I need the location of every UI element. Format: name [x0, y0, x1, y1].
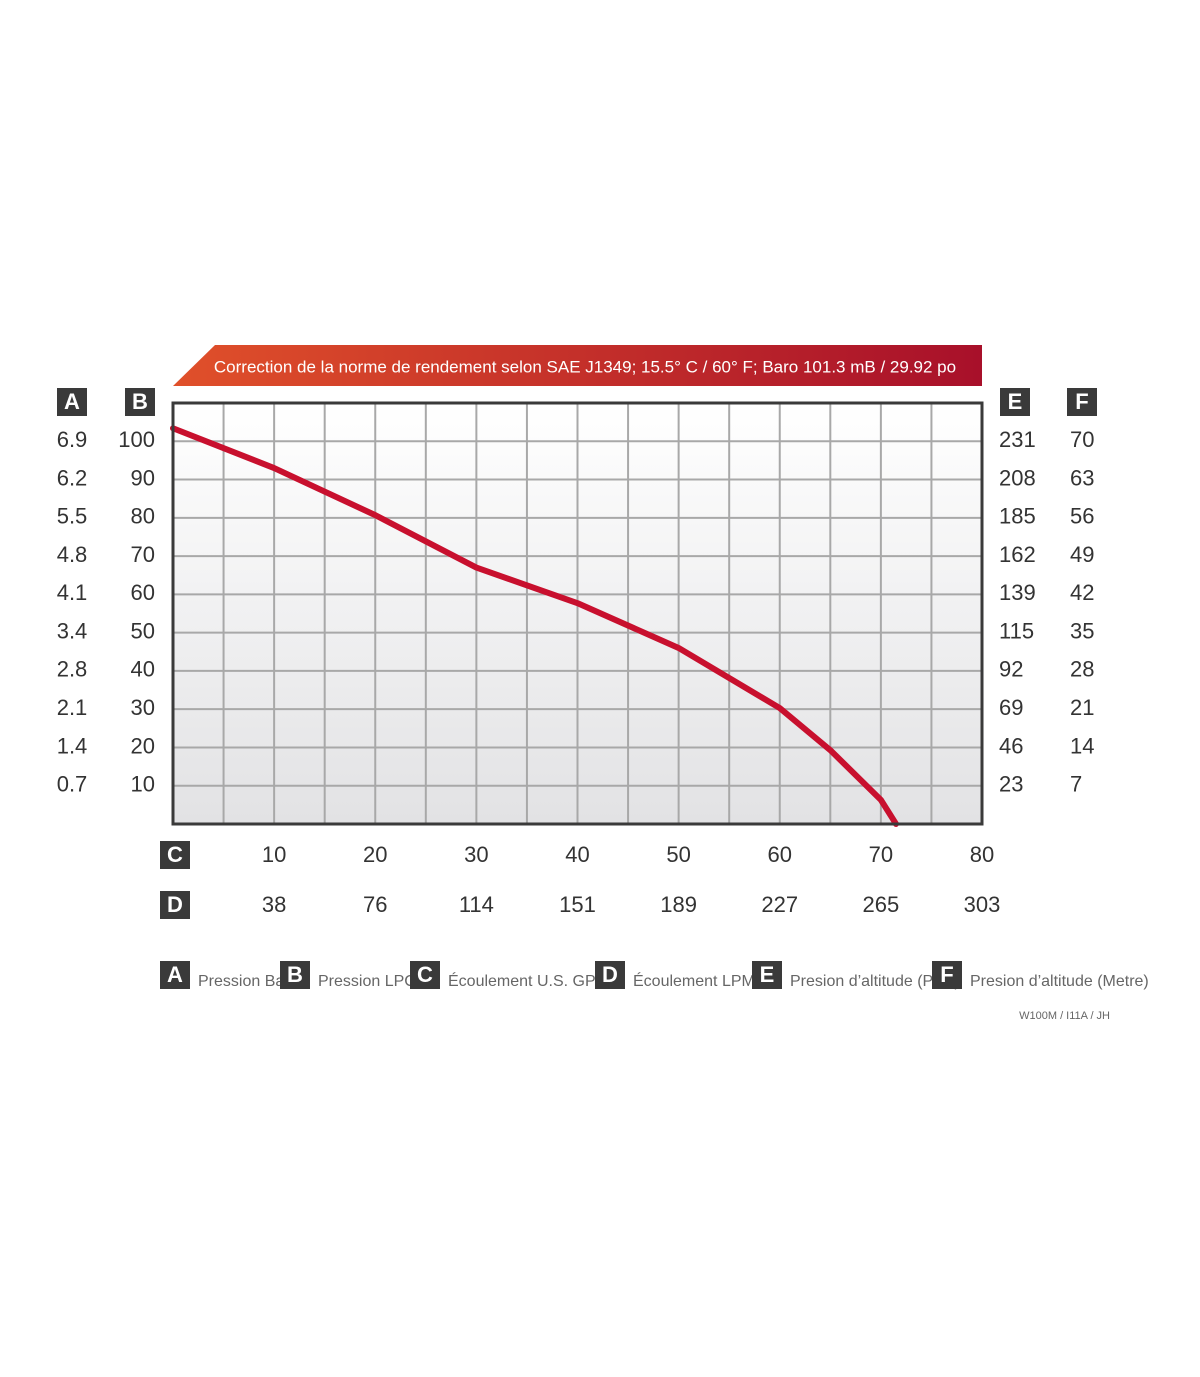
y2-tick-label: 70	[1070, 427, 1094, 452]
axis-letter-box	[1000, 388, 1030, 416]
x2-tick-label: 151	[559, 892, 596, 917]
axis-letter-box	[125, 388, 155, 416]
axis-letter: E	[1008, 389, 1023, 414]
y2-tick-label: 185	[999, 504, 1036, 529]
legend-box	[410, 961, 440, 989]
y-tick-label: 80	[131, 504, 155, 529]
data-line	[170, 425, 900, 827]
legend-box	[595, 961, 625, 989]
y-tick-label: 40	[131, 657, 155, 682]
y2-tick-label: 56	[1070, 504, 1094, 529]
legend-box	[752, 961, 782, 989]
y2-tick-label: 69	[999, 695, 1023, 720]
y2-tick-label: 35	[1070, 618, 1094, 643]
axis-letter-box	[57, 388, 87, 416]
y-tick-label: 100	[118, 427, 155, 452]
x2-tick-label: 227	[761, 892, 798, 917]
axis-letter: B	[132, 389, 148, 414]
y2-tick-label: 21	[1070, 695, 1094, 720]
y2-tick-label: 231	[999, 427, 1036, 452]
y2-tick-label: 14	[1070, 733, 1094, 758]
legend-letter: A	[167, 962, 183, 987]
axis-letter: A	[64, 389, 80, 414]
y2-tick-label: 3.4	[57, 618, 88, 643]
axis-letter: F	[1075, 389, 1088, 414]
legend-letter: B	[287, 962, 303, 987]
x-tick-label: 60	[768, 842, 792, 867]
legend-box	[280, 961, 310, 989]
y2-tick-label: 4.1	[57, 580, 88, 605]
plot-border	[171, 401, 984, 826]
y2-tick-label: 2.1	[57, 695, 88, 720]
y2-tick-label: 139	[999, 580, 1036, 605]
x-tick-label: 20	[363, 842, 387, 867]
x2-tick-label: 189	[660, 892, 697, 917]
y-tick-label: 30	[131, 695, 155, 720]
y2-tick-label: 42	[1070, 580, 1094, 605]
x-tick-label: 50	[666, 842, 690, 867]
y2-tick-label: 49	[1070, 542, 1094, 567]
axis-letter-box	[160, 891, 190, 919]
legend-box	[160, 961, 190, 989]
y2-tick-label: 28	[1070, 657, 1094, 682]
axis-letter: D	[167, 892, 183, 917]
y-tick-label: 10	[131, 772, 155, 797]
axis-letter: C	[167, 842, 183, 867]
legend-label: Écoulement LPM	[633, 971, 755, 990]
y2-tick-label: 1.4	[57, 733, 88, 758]
legend-letter: E	[760, 962, 775, 987]
axis-letter-box	[160, 841, 190, 869]
title-banner	[173, 345, 982, 386]
y2-tick-label: 23	[999, 772, 1023, 797]
y-tick-label: 20	[131, 733, 155, 758]
legend-label: Écoulement U.S. GPM	[448, 971, 609, 990]
y-tick-label: 60	[131, 580, 155, 605]
axis-letter-box	[1067, 388, 1097, 416]
y-tick-label: 70	[131, 542, 155, 567]
legend-letter: D	[602, 962, 618, 987]
x-tick-label: 80	[970, 842, 994, 867]
y2-tick-label: 2.8	[57, 657, 88, 682]
x-tick-label: 40	[565, 842, 589, 867]
chart-title: Correction de la norme de rendement selo…	[214, 357, 956, 376]
legend-label: Pression LPC	[318, 973, 416, 990]
x2-tick-label: 38	[262, 892, 286, 917]
y2-tick-label: 6.9	[57, 427, 88, 452]
y2-tick-label: 5.5	[57, 504, 88, 529]
y-tick-label: 90	[131, 465, 155, 490]
y2-tick-label: 92	[999, 657, 1023, 682]
y2-tick-label: 6.2	[57, 465, 88, 490]
x-tick-label: 10	[262, 842, 286, 867]
y2-tick-label: 115	[999, 618, 1034, 643]
y2-tick-label: 46	[999, 733, 1023, 758]
legend-box	[932, 961, 962, 989]
chart-code: W100M / I11A / JH	[1019, 1010, 1110, 1022]
y2-tick-label: 0.7	[57, 772, 88, 797]
x2-tick-label: 114	[459, 892, 494, 917]
y2-tick-label: 63	[1070, 465, 1094, 490]
x-tick-label: 70	[869, 842, 893, 867]
x2-tick-label: 303	[964, 892, 1001, 917]
legend-letter: C	[417, 962, 433, 987]
legend-label: Pression Bar	[198, 973, 290, 990]
y-tick-label: 50	[131, 618, 155, 643]
x2-tick-label: 76	[363, 892, 387, 917]
y2-tick-label: 162	[999, 542, 1036, 567]
legend-letter: F	[940, 962, 953, 987]
y2-tick-label: 4.8	[57, 542, 88, 567]
x-tick-label: 30	[464, 842, 488, 867]
legend-label: Presion d’altitude (Metre)	[970, 973, 1149, 990]
y2-tick-label: 7	[1070, 772, 1082, 797]
x2-tick-label: 265	[863, 892, 900, 917]
legend-label: Presion d’altitude (Pied)	[790, 973, 960, 990]
y2-tick-label: 208	[999, 465, 1036, 490]
